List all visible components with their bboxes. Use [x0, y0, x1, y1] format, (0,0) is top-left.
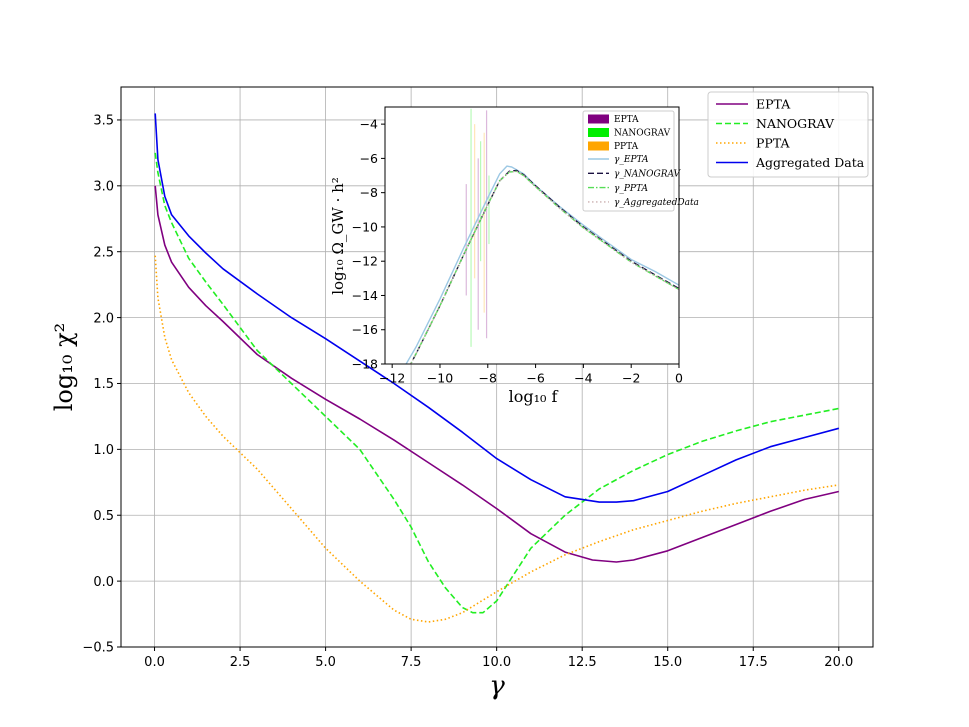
main-series-group — [154, 113, 840, 623]
main-series-epta — [154, 185, 839, 563]
inset-legend-swatch — [588, 114, 609, 124]
inset-error-bands — [465, 108, 490, 347]
inset-legend-swatch — [588, 141, 609, 151]
inset-plot-frame — [384, 106, 680, 365]
main-x-tick-label: 0.0 — [144, 655, 165, 670]
inset-x-tick-label: −2 — [622, 371, 640, 386]
main-x-tick-label: 5.0 — [315, 655, 336, 670]
inset-legend-swatch — [588, 128, 609, 137]
inset-series-group — [405, 165, 679, 364]
inset-legend-label: γ_EPTA — [614, 155, 649, 165]
main-x-axis-label: γ — [489, 671, 505, 701]
inset-legend-label: NANOGRAV — [614, 129, 671, 139]
main-x-tick-label: 2.5 — [230, 655, 251, 670]
main-legend-label: PPTA — [756, 136, 790, 151]
inset-x-axis-label: log₁₀ f — [509, 387, 559, 406]
inset-y-ticks: −18 −16 −14 −12 −10 −8 −6 −4 — [352, 117, 385, 372]
main-x-tick-label: 7.5 — [401, 655, 422, 670]
main-y-tick-label: 3.5 — [93, 114, 114, 129]
inset-y-axis-label: log₁₀ Ω_GW · h² — [329, 177, 347, 295]
main-x-tick-label: 20.0 — [824, 655, 853, 670]
main-x-tick-label: 17.5 — [739, 655, 768, 670]
inset-legend: EPTA NANOGRAV PPTA γ_EPTA γ_NANOGRAV γ_PPTA γ_… — [582, 110, 699, 212]
main-y-axis-label: log₁₀ χ² — [50, 323, 78, 412]
inset-y-tick-label: −18 — [352, 357, 378, 372]
main-y-tick-label: 2.5 — [93, 245, 114, 260]
inset-x-tick-label: −8 — [479, 371, 497, 386]
inset-x-tick-label: −12 — [379, 371, 405, 386]
main-y-tick-label: 3.0 — [93, 180, 114, 195]
inset-x-tick-label: −4 — [574, 371, 592, 386]
main-y-tick-label: 1.0 — [93, 443, 114, 458]
main-series-ppta — [154, 255, 839, 623]
main-legend: EPTA NANOGRAV PPTA Aggregated Data — [707, 91, 869, 178]
main-y-ticks: −0.5 0.0 0.5 1.0 1.5 2.0 2.5 3.0 3.5 — [82, 114, 121, 656]
main-legend-label: Aggregated Data — [755, 155, 865, 170]
inset-legend-label: EPTA — [614, 115, 639, 125]
main-legend-box — [707, 91, 869, 178]
main-series-aggregated-data — [154, 113, 840, 503]
inset-chart: −12 −10 −8 −6 −4 −2 0 −18 −16 −14 −12 −10 −8 −6 −4 lo… — [329, 106, 699, 406]
inset-x-tick-label: −10 — [427, 371, 453, 386]
main-y-tick-label: 2.0 — [93, 311, 114, 326]
inset-legend-label: γ_NANOGRAV — [614, 170, 682, 180]
inset-x-ticks: −12 −10 −8 −6 −4 −2 0 — [379, 364, 683, 386]
main-x-ticks: 0.0 2.5 5.0 7.5 10.0 12.5 15.0 17.5 20.0 — [144, 647, 853, 670]
main-x-tick-label: 12.5 — [568, 655, 597, 670]
inset-legend-label: γ_PPTA — [614, 184, 649, 194]
main-series-nanograv — [154, 152, 839, 614]
main-x-tick-label: 10.0 — [482, 655, 511, 670]
main-legend-label: NANOGRAV — [756, 116, 835, 131]
main-y-tick-label: 0.0 — [93, 575, 114, 590]
inset-legend-label: PPTA — [614, 142, 639, 152]
inset-x-tick-label: −6 — [526, 371, 544, 386]
inset-series--aggregateddata — [409, 170, 679, 364]
main-y-tick-label: −0.5 — [82, 641, 114, 656]
inset-y-tick-label: −14 — [352, 288, 378, 303]
main-y-tick-label: 1.5 — [93, 377, 114, 392]
main-x-tick-label: 15.0 — [653, 655, 682, 670]
inset-legend-label: γ_AggregatedData — [614, 198, 699, 208]
main-y-tick-label: 0.5 — [93, 509, 114, 524]
inset-y-tick-label: −4 — [360, 117, 378, 132]
inset-y-tick-label: −12 — [352, 254, 378, 269]
inset-y-tick-label: −16 — [352, 322, 378, 337]
main-legend-label: EPTA — [756, 97, 791, 112]
inset-y-tick-label: −8 — [360, 185, 378, 200]
inset-x-tick-label: 0 — [675, 371, 683, 386]
inset-y-tick-label: −6 — [360, 151, 378, 166]
inset-y-tick-label: −10 — [352, 219, 378, 234]
